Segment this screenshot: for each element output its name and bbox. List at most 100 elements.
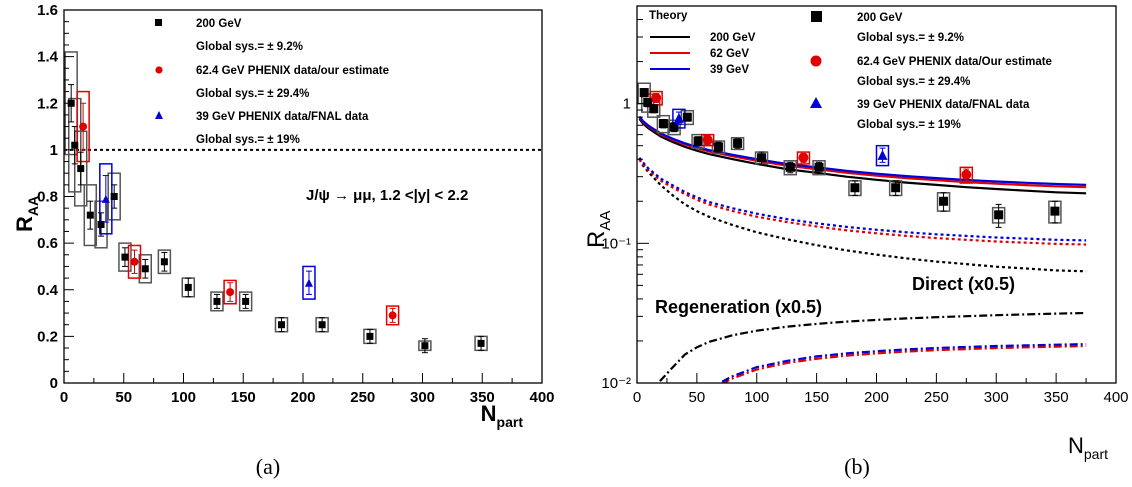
data-point-circle: [702, 134, 713, 145]
data-point-square: [669, 122, 679, 132]
data-point-square: [86, 211, 94, 219]
data-legend-label-sys-62: Global sys.= ± 29.4%: [857, 76, 970, 88]
data-legend-marker-circle: [810, 55, 822, 67]
sys-box: [138, 254, 153, 284]
sys-box: [796, 151, 811, 165]
panel-a-caption: (a): [256, 454, 280, 479]
data-point-square: [649, 104, 659, 114]
x-tick-label: 200: [290, 389, 315, 406]
x-tick-label: 250: [924, 389, 949, 406]
sys-box: [656, 114, 671, 134]
panel-b-y-ticks: 10⁻² 10⁻¹ 1: [601, 5, 649, 392]
sys-box: [711, 140, 726, 155]
data-point-square: [658, 119, 668, 129]
legend-label-sys-62: Global sys.= ± 29.4%: [196, 88, 309, 100]
data-point-square: [939, 196, 949, 206]
sys-box: [73, 130, 88, 207]
data-point-square: [184, 283, 192, 291]
data-point-square: [693, 136, 703, 146]
legend-marker-triangle: [155, 111, 163, 119]
data-legend-marker-square: [811, 11, 822, 22]
data-point-square: [141, 265, 149, 273]
y-tick-label: 0.8: [37, 189, 58, 206]
data-point-circle: [798, 152, 809, 163]
x-tick-label: 250: [350, 389, 375, 406]
data-point-square: [891, 183, 901, 193]
data-point-square: [850, 183, 860, 193]
x-tick-label: 200: [864, 389, 889, 406]
data-point-circle: [651, 92, 662, 103]
panel-b-ylabel: RAA: [583, 211, 614, 248]
data-legend-label-62: 62.4 GeV PHENIX data/Our estimate: [857, 56, 1052, 68]
sys-box: [875, 144, 890, 167]
x-tick-label: 100: [744, 389, 769, 406]
sys-box: [783, 160, 798, 176]
panel-b-data-points: [639, 88, 1060, 228]
y-tick-label: 1.2: [37, 95, 58, 112]
sys-box: [210, 291, 224, 312]
data-legend-label-200: 200 GeV: [857, 12, 903, 24]
data-point-triangle: [304, 278, 313, 287]
data-legend-label-39: 39 GeV PHENIX data/FNAL data: [857, 99, 1030, 111]
x-tick-label: 300: [410, 389, 435, 406]
data-point-circle: [79, 122, 88, 131]
data-point-triangle: [101, 194, 110, 203]
panel-a-legend: 200 GeV Global sys.= ± 9.2% 62.4 GeV PHE…: [155, 18, 389, 146]
y-tick-label: 0: [50, 375, 58, 392]
data-point-square: [242, 297, 250, 305]
panel-b-x-ticks: 0 50 100 150 200 250 300 350 400: [633, 373, 1129, 406]
panel-a-data-points: [67, 84, 485, 354]
y-tick-label: 1: [50, 142, 58, 159]
y-tick-label: 1.6: [37, 2, 58, 19]
data-point-square: [643, 97, 653, 107]
sys-box: [959, 166, 974, 184]
y-tick-label: 0.2: [37, 328, 58, 345]
data-point-square: [421, 342, 429, 350]
panel-b-data-legend: 200 GeV Global sys.= ± 9.2% 62.4 GeV PHE…: [810, 11, 1052, 131]
data-point-circle: [130, 257, 139, 266]
sys-box: [118, 242, 132, 272]
theory-curve: [718, 343, 1087, 383]
y-tick-label: 10⁻¹: [601, 235, 631, 252]
theory-curve: [638, 158, 1087, 246]
theory-curve: [656, 311, 1087, 383]
data-point-square: [757, 153, 767, 163]
theory-legend-label-39: 39 GeV: [710, 64, 749, 76]
theory-legend-label-200: 200 GeV: [710, 32, 756, 44]
panel-b-annotation-regeneration: Regeneration (x0.5): [655, 297, 822, 317]
sys-box: [730, 136, 745, 151]
data-point-square: [814, 162, 824, 172]
y-tick-label: 10⁻²: [601, 375, 631, 392]
panel-b-caption: (b): [844, 454, 870, 479]
data-point-circle: [226, 288, 235, 297]
data-point-square: [366, 332, 374, 340]
x-tick-label: 0: [633, 389, 641, 406]
data-point-square: [318, 321, 326, 329]
data-point-square: [477, 339, 485, 347]
theory-curve: [638, 157, 1087, 242]
data-point-square: [213, 297, 221, 305]
data-point-circle: [388, 311, 397, 320]
x-tick-label: 150: [231, 389, 256, 406]
theory-legend-label-62: 62 GeV: [710, 48, 749, 60]
data-point-square: [77, 165, 85, 173]
data-point-square: [71, 141, 79, 149]
panel-a-ylabel: RAA: [12, 196, 41, 232]
sys-box: [385, 305, 400, 326]
legend-marker-square: [155, 19, 162, 26]
legend-marker-circle: [155, 66, 163, 74]
data-point-square: [785, 162, 795, 172]
x-tick-label: 350: [470, 389, 495, 406]
x-tick-label: 0: [60, 389, 68, 406]
sys-box: [812, 160, 826, 176]
data-point-square: [639, 88, 649, 98]
panel-a-xlabel: Npart: [481, 401, 524, 430]
theory-curve: [720, 344, 1087, 383]
x-tick-label: 50: [115, 389, 132, 406]
data-point-square: [97, 220, 105, 228]
panel-b: 0 50 100 150 200 250 300 350 400 10⁻² 10⁻¹ 1 Npart…: [583, 5, 1129, 479]
data-point-circle: [961, 169, 972, 180]
x-tick-label: 100: [171, 389, 196, 406]
